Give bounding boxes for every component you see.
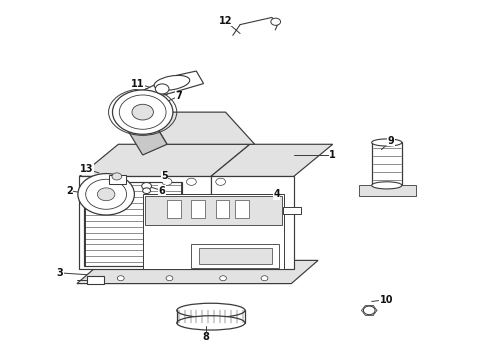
Bar: [372, 143, 402, 185]
Text: 3: 3: [56, 268, 63, 278]
Circle shape: [86, 179, 126, 209]
Polygon shape: [79, 144, 250, 176]
Text: 2: 2: [66, 186, 73, 196]
Text: 9: 9: [388, 136, 394, 146]
Polygon shape: [283, 207, 301, 214]
Circle shape: [271, 18, 281, 25]
Polygon shape: [77, 260, 318, 284]
Circle shape: [142, 183, 151, 190]
Ellipse shape: [372, 139, 402, 146]
Polygon shape: [143, 71, 203, 98]
Polygon shape: [109, 175, 125, 184]
Bar: [167, 200, 181, 217]
Circle shape: [216, 178, 225, 185]
Circle shape: [117, 276, 124, 281]
Circle shape: [166, 276, 173, 281]
Polygon shape: [147, 112, 255, 144]
Polygon shape: [79, 176, 211, 269]
Text: 12: 12: [219, 16, 232, 26]
Bar: [216, 200, 229, 217]
Circle shape: [155, 84, 169, 94]
Bar: [84, 182, 182, 266]
Circle shape: [112, 173, 122, 180]
Text: 5: 5: [161, 171, 168, 181]
Polygon shape: [199, 248, 272, 264]
Ellipse shape: [372, 182, 402, 189]
Ellipse shape: [154, 75, 190, 90]
Polygon shape: [143, 194, 284, 269]
Polygon shape: [87, 276, 104, 284]
Text: 4: 4: [273, 189, 280, 199]
Text: 1: 1: [329, 150, 336, 160]
Polygon shape: [211, 144, 333, 176]
Polygon shape: [123, 112, 167, 155]
Polygon shape: [211, 176, 294, 269]
Ellipse shape: [177, 303, 245, 318]
Circle shape: [119, 95, 166, 129]
Circle shape: [143, 188, 150, 194]
Bar: [235, 200, 249, 217]
Polygon shape: [192, 244, 279, 267]
Bar: [192, 200, 205, 217]
Circle shape: [98, 188, 115, 201]
Circle shape: [364, 306, 375, 315]
Text: 11: 11: [131, 78, 145, 89]
Circle shape: [220, 276, 226, 281]
Circle shape: [187, 178, 196, 185]
Text: 7: 7: [176, 91, 183, 101]
Polygon shape: [360, 185, 416, 196]
Circle shape: [132, 104, 153, 120]
Circle shape: [162, 178, 172, 185]
Text: 13: 13: [80, 164, 94, 174]
Bar: [145, 196, 282, 225]
Text: 8: 8: [202, 332, 209, 342]
Text: 10: 10: [380, 295, 393, 305]
Circle shape: [78, 174, 134, 215]
Circle shape: [113, 90, 173, 134]
Ellipse shape: [177, 316, 245, 330]
Text: 6: 6: [159, 186, 166, 196]
Circle shape: [261, 276, 268, 281]
